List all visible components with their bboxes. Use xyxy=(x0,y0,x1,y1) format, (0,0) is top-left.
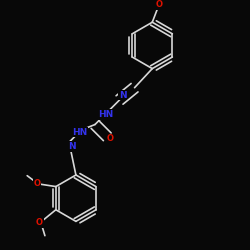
Text: O: O xyxy=(156,0,162,9)
Text: N: N xyxy=(68,142,76,151)
Text: O: O xyxy=(107,134,114,143)
Text: O: O xyxy=(36,218,43,227)
Text: HN: HN xyxy=(98,110,114,119)
Text: HN: HN xyxy=(72,128,88,137)
Text: N: N xyxy=(119,90,127,100)
Text: O: O xyxy=(33,179,40,188)
